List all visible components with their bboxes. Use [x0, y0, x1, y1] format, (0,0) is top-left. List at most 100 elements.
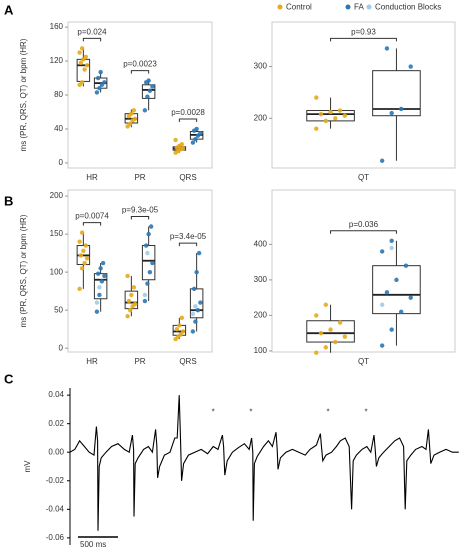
- comparison-bracket: [178, 118, 198, 122]
- y-tick-label: 100: [50, 267, 64, 276]
- point: [83, 243, 89, 248]
- point: [379, 302, 385, 307]
- point: [95, 271, 101, 276]
- point: [193, 319, 198, 324]
- legend-label: Conduction Blocks: [375, 3, 441, 12]
- point: [194, 126, 199, 132]
- point: [328, 109, 333, 115]
- panel-border: [271, 189, 456, 353]
- y-tick-label: 80: [54, 90, 63, 99]
- point: [79, 80, 85, 85]
- annotation: *: [364, 407, 367, 416]
- y-tick-label: 200: [254, 113, 268, 122]
- panel-label: B: [4, 193, 13, 208]
- point: [142, 298, 148, 304]
- point: [77, 239, 82, 244]
- point: [132, 301, 138, 307]
- point: [150, 260, 155, 266]
- point: [180, 146, 186, 151]
- point: [384, 46, 390, 51]
- point: [333, 339, 338, 345]
- point: [193, 136, 198, 142]
- point: [318, 330, 324, 336]
- x-tick-label: QRS: [179, 357, 196, 366]
- y-tick-label: 0: [59, 158, 64, 167]
- point: [337, 320, 343, 325]
- point: [98, 266, 103, 271]
- comparison-bracket: [130, 70, 150, 74]
- point: [125, 314, 130, 319]
- panel-label: A: [4, 2, 14, 17]
- x-tick-label: QT: [358, 357, 369, 366]
- y-tick-label: 0.00: [48, 447, 64, 456]
- point: [379, 249, 385, 254]
- point: [94, 309, 100, 314]
- point: [150, 84, 155, 89]
- point: [131, 108, 137, 113]
- point: [145, 94, 150, 99]
- point: [379, 158, 385, 163]
- p-value: p=0.0028: [171, 108, 205, 117]
- panel-border: [67, 21, 213, 169]
- comparison-bracket: [330, 230, 397, 234]
- p-value: p=0.024: [77, 27, 107, 36]
- point: [129, 292, 134, 298]
- point: [174, 326, 180, 332]
- point: [102, 273, 107, 279]
- point: [79, 266, 85, 271]
- p-value: p=0.93: [351, 28, 376, 37]
- box: [372, 265, 421, 315]
- point: [342, 113, 348, 118]
- p-value: p=9.3e-05: [122, 206, 159, 215]
- point: [180, 329, 186, 334]
- point: [148, 224, 154, 229]
- point: [125, 273, 130, 279]
- y-axis-title: ms (PR, QRS, QT) or bpm (HR): [19, 38, 28, 151]
- y-tick-label: 150: [50, 229, 64, 238]
- point: [389, 238, 394, 244]
- point: [342, 334, 348, 339]
- point: [190, 329, 196, 334]
- y-tick-label: 160: [50, 22, 64, 31]
- point: [190, 311, 196, 317]
- point: [408, 64, 413, 69]
- point: [142, 292, 148, 298]
- y-tick-label: 0.04: [48, 390, 64, 399]
- y-tick-label: 200: [254, 311, 268, 320]
- point: [323, 345, 329, 350]
- legend-label: FA: [354, 3, 364, 12]
- point: [145, 281, 150, 286]
- point: [179, 142, 185, 147]
- y-tick-label: 0: [59, 343, 64, 352]
- point: [147, 88, 153, 93]
- point: [78, 253, 84, 258]
- point: [146, 78, 151, 83]
- point: [190, 140, 196, 145]
- point: [127, 307, 133, 313]
- panel-label: C: [4, 371, 14, 386]
- point: [195, 307, 201, 313]
- point: [77, 286, 82, 292]
- p-value: p=0.0074: [75, 212, 109, 221]
- y-axis-title: ms (PR, QRS, QT) or bpm (HR): [19, 214, 28, 327]
- point: [389, 245, 394, 251]
- point: [328, 327, 333, 332]
- annotation: *: [326, 407, 329, 416]
- y-tick-label: 300: [254, 275, 268, 284]
- scale-bar-label: 500 ms: [80, 540, 106, 549]
- x-tick-label: HR: [86, 357, 98, 366]
- point: [384, 290, 390, 295]
- point: [127, 121, 133, 127]
- point: [81, 248, 86, 254]
- point: [389, 327, 394, 332]
- comparison-bracket: [82, 37, 102, 42]
- point: [394, 277, 399, 283]
- point: [398, 106, 404, 112]
- point: [198, 130, 203, 136]
- point: [100, 260, 106, 266]
- point: [84, 63, 90, 68]
- annotation: *: [249, 407, 252, 416]
- y-tick-label: -0.02: [46, 476, 65, 485]
- point: [323, 302, 329, 307]
- point: [179, 315, 185, 320]
